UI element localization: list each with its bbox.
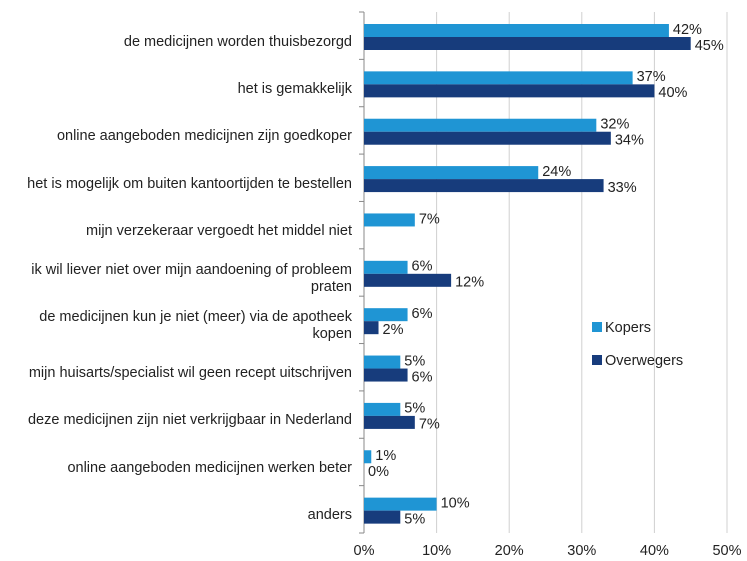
data-label: 5% (404, 353, 425, 369)
category-label: het is gemakkelijk (237, 80, 352, 97)
legend-label: Kopers (605, 320, 651, 336)
category-label: online aangeboden medicijnen werken bete… (67, 459, 352, 476)
data-label: 37% (637, 69, 666, 85)
data-label: 2% (383, 322, 404, 338)
bar (364, 402, 401, 416)
data-label: 5% (404, 401, 425, 417)
bar (364, 308, 408, 322)
data-label: 6% (412, 259, 433, 275)
data-label: 5% (404, 511, 425, 527)
bar (364, 71, 633, 85)
data-label: 34% (615, 133, 644, 149)
bar (364, 497, 437, 511)
x-tick-label: 30% (567, 543, 596, 559)
data-label: 32% (600, 117, 629, 133)
x-tick-label: 0% (354, 543, 375, 559)
bar (364, 213, 415, 227)
bar (364, 131, 611, 145)
data-label: 40% (658, 85, 687, 101)
category-label: anders (307, 507, 352, 524)
bar (364, 118, 597, 132)
data-label: 0% (368, 464, 389, 480)
data-label: 10% (441, 495, 470, 511)
data-label: 7% (419, 417, 440, 433)
bar (364, 415, 415, 429)
bar (364, 260, 408, 274)
x-tick-label: 40% (640, 543, 669, 559)
category-label: de medicijnen worden thuisbezorgd (123, 33, 352, 50)
category-label: mijn verzekeraar vergoedt het middel nie… (86, 222, 352, 239)
legend-swatch (592, 355, 602, 365)
data-label: 42% (673, 22, 702, 38)
data-label: 7% (419, 211, 440, 227)
bar (364, 24, 669, 37)
data-label: 45% (695, 38, 724, 54)
x-tick-label: 50% (712, 543, 741, 559)
data-label: 6% (412, 369, 433, 385)
bar (364, 368, 408, 382)
data-label: 12% (455, 275, 484, 291)
data-label: 1% (375, 448, 396, 464)
category-label: de medicijnen kun je niet (meer) via de … (39, 309, 352, 343)
data-label: 24% (542, 164, 571, 180)
data-label: 6% (412, 306, 433, 322)
bar (364, 179, 604, 193)
category-label: deze medicijnen zijn niet verkrijgbaar i… (27, 412, 352, 429)
legend-label: Overwegers (605, 353, 683, 369)
bar (364, 510, 401, 524)
legend-swatch (592, 322, 602, 332)
bar (364, 450, 372, 464)
bar (364, 321, 379, 335)
bar (364, 37, 691, 50)
category-label: het is mogelijk om buiten kantoortijden … (27, 175, 352, 192)
x-tick-label: 20% (495, 543, 524, 559)
bar (364, 355, 401, 369)
data-label: 33% (608, 180, 637, 196)
category-label: online aangeboden medicijnen zijn goedko… (56, 128, 352, 145)
bar (364, 273, 452, 287)
category-label: mijn huisarts/specialist wil geen recept… (28, 365, 352, 382)
bar (364, 84, 655, 98)
category-label: ik wil liever niet over mijn aandoening … (31, 261, 352, 295)
x-tick-label: 10% (422, 543, 451, 559)
bar (364, 166, 539, 180)
